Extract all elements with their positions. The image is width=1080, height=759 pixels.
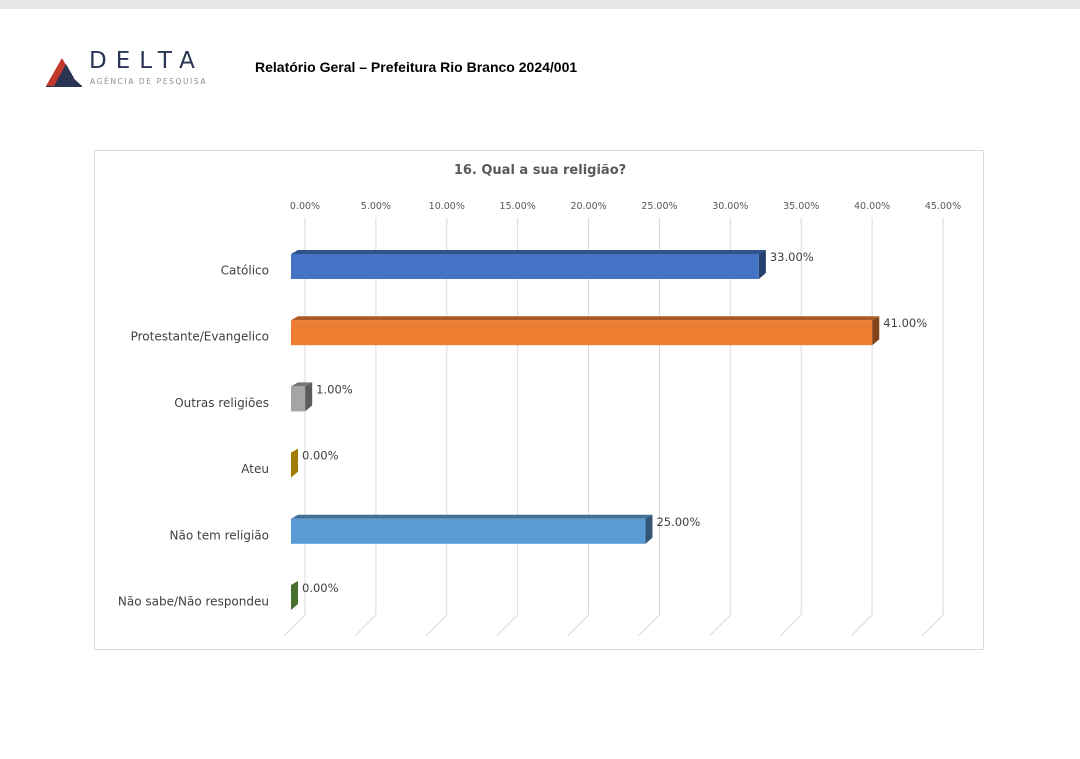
category-label: Católico xyxy=(221,264,269,278)
gridline-floor xyxy=(709,614,731,637)
bar-side-face xyxy=(758,250,766,279)
x-tick-label: 25.00% xyxy=(641,201,677,212)
data-label: 33.00% xyxy=(770,250,814,264)
gridline-floor xyxy=(496,614,519,637)
category-label: Não sabe/Não respondeu xyxy=(118,595,269,609)
data-label: 25.00% xyxy=(656,515,700,529)
x-tick-label: 30.00% xyxy=(712,201,748,212)
x-tick-label: 35.00% xyxy=(783,201,819,212)
x-tick-label: 15.00% xyxy=(500,201,536,212)
gridline-floor xyxy=(425,614,448,637)
chart-title: 16. Qual a sua religião? xyxy=(453,163,627,178)
delta-triangle-icon xyxy=(46,58,82,87)
bar-side-face xyxy=(291,581,298,610)
logo-wordmark: DELTA xyxy=(89,48,204,74)
bar-top-face xyxy=(291,382,313,387)
bar xyxy=(291,386,306,412)
category-label: Outras religiões xyxy=(174,396,269,410)
gridline-floor xyxy=(850,614,873,637)
x-tick-label: 45.00% xyxy=(925,201,961,212)
top-strip xyxy=(0,0,1080,9)
gridline-floor xyxy=(780,614,802,637)
category-label: Não tem religião xyxy=(170,528,269,542)
data-label: 0.00% xyxy=(302,581,339,595)
gridline-floor xyxy=(567,614,589,637)
x-tick-label: 20.00% xyxy=(570,201,606,212)
report-title: Relatório Geral – Prefeitura Rio Branco … xyxy=(255,59,578,75)
category-label: Protestante/Evangelico xyxy=(131,330,269,344)
delta-logo: DELTA AGÊNCIA DE PESQUISA xyxy=(42,46,212,90)
data-label: 41.00% xyxy=(883,316,927,330)
x-tick-label: 0.00% xyxy=(290,201,320,212)
logo-tagline: AGÊNCIA DE PESQUISA xyxy=(90,77,208,86)
bar xyxy=(291,254,759,279)
chart-frame xyxy=(94,150,984,650)
bar-top-face xyxy=(291,250,766,254)
gridline-floor xyxy=(921,614,944,637)
bar-top-face xyxy=(291,316,880,321)
category-label: Ateu xyxy=(241,462,269,476)
gridline-floor xyxy=(638,614,660,637)
bar-side-face xyxy=(291,448,298,478)
x-tick-label: 10.00% xyxy=(429,201,465,212)
bar-side-face xyxy=(872,316,880,346)
bar-top-face xyxy=(291,514,653,519)
bar xyxy=(291,518,646,544)
bar-side-face xyxy=(305,382,313,412)
bar-side-face xyxy=(645,514,653,544)
gridline-floor xyxy=(283,614,306,637)
data-label: 1.00% xyxy=(316,382,353,396)
bar xyxy=(291,320,873,346)
gridline-floor xyxy=(354,614,377,637)
x-tick-label: 40.00% xyxy=(854,201,890,212)
data-label: 0.00% xyxy=(302,449,339,463)
x-tick-label: 5.00% xyxy=(361,201,391,212)
